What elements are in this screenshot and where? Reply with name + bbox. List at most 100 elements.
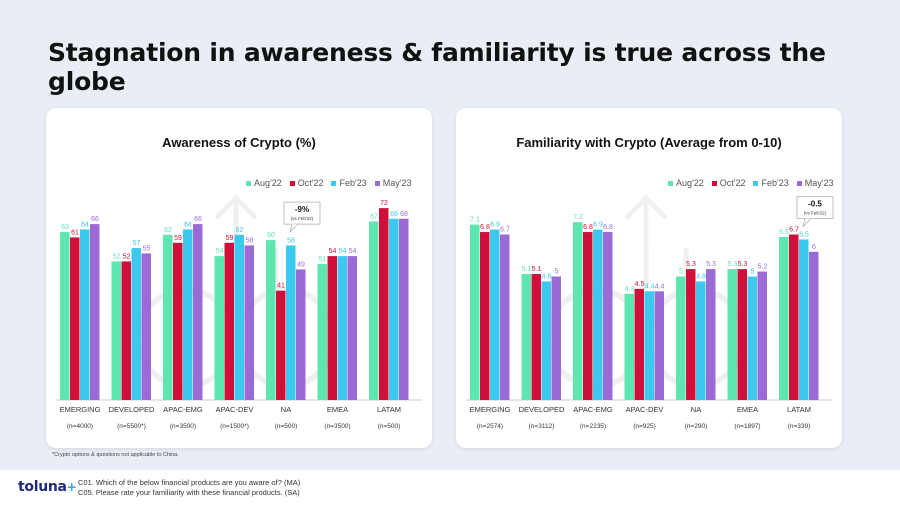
callout-value: -0.5 — [808, 200, 822, 209]
bar — [70, 237, 80, 400]
data-label: 68 — [390, 211, 398, 218]
data-label: 60 — [267, 232, 275, 239]
bar — [480, 232, 490, 400]
legend-swatch — [374, 180, 380, 186]
bar — [789, 234, 799, 400]
data-label: 51 — [319, 256, 327, 263]
bar — [193, 224, 203, 400]
awareness-chart-title: Awareness of Crypto (%) — [162, 135, 316, 150]
data-label: 4.8 — [542, 273, 552, 280]
bar — [500, 234, 510, 400]
bar — [490, 229, 500, 400]
data-label: 4.5 — [635, 281, 645, 288]
sample-size-label: (n=3500) — [170, 423, 196, 430]
bar — [369, 221, 379, 400]
data-label: 68 — [400, 211, 408, 218]
bar — [737, 269, 747, 400]
bar — [379, 208, 389, 400]
callout-value: -9% — [295, 205, 309, 214]
data-label: 49 — [297, 261, 305, 268]
data-label: 59 — [226, 235, 234, 242]
callout-note: (vs Feb'22) — [804, 211, 827, 216]
data-label: 55 — [143, 245, 151, 252]
bar — [317, 264, 327, 400]
bar — [141, 253, 151, 400]
data-label: 5.3 — [738, 261, 748, 268]
bar — [399, 218, 409, 400]
sample-size-label: (n=3500) — [324, 423, 350, 430]
legend-label: May'23 — [804, 178, 834, 188]
data-label: 59 — [174, 235, 182, 242]
legend-label: Feb'23 — [761, 178, 789, 188]
bar — [747, 276, 757, 400]
data-label: 5.3 — [706, 261, 716, 268]
data-label: 5 — [555, 269, 559, 276]
data-label: 6.8 — [583, 224, 593, 231]
sample-size-label: (n=339) — [788, 423, 811, 430]
sample-size-label: (n=500) — [275, 423, 298, 430]
category-label: EMERGING — [60, 405, 101, 414]
data-label: 62 — [164, 227, 172, 234]
legend-item-feb23: Feb'23 — [753, 178, 789, 188]
awareness-legend: Aug'22 Oct'22 Feb'23 May'23 — [246, 178, 411, 188]
data-label: 4.4 — [655, 283, 665, 290]
bar — [121, 261, 131, 400]
legend-label: Oct'22 — [297, 178, 324, 188]
category-label: EMERGING — [470, 405, 511, 414]
bar — [80, 229, 90, 400]
footnote: *Crypto options & questions not applicab… — [52, 452, 179, 458]
sample-size-label: (n=290) — [685, 423, 708, 430]
bar — [583, 232, 593, 400]
legend-item-oct22: Oct'22 — [711, 178, 746, 188]
sample-size-label: (n=4000) — [67, 423, 93, 430]
legend-item-oct22: Oct'22 — [289, 178, 324, 188]
bar — [60, 232, 70, 400]
category-label: DEVELOPED — [519, 405, 565, 414]
category-label: DEVELOPED — [109, 405, 155, 414]
data-label: 6.6 — [779, 229, 789, 236]
callout: -9% (vs Feb'22) — [283, 201, 321, 234]
data-label: 66 — [194, 216, 202, 223]
logo-text: toluna — [18, 479, 67, 495]
data-label: 54 — [349, 248, 357, 255]
category-label: LATAM — [377, 405, 401, 414]
category-label: EMEA — [327, 405, 348, 414]
bar — [779, 236, 789, 400]
data-label: 54 — [339, 248, 347, 255]
data-label: 62 — [236, 227, 244, 234]
legend-swatch — [753, 180, 759, 186]
bar — [521, 274, 531, 400]
data-label: 5.1 — [522, 266, 532, 273]
bar — [131, 248, 141, 400]
bar — [214, 256, 224, 400]
category-label: APAC-DEV — [626, 405, 664, 414]
legend-label: Feb'23 — [339, 178, 367, 188]
logo-plus-icon: + — [66, 480, 77, 494]
familiarity-chart-title: Familiarity with Crypto (Average from 0-… — [516, 135, 782, 150]
bar — [266, 240, 276, 400]
data-label: 7.1 — [470, 217, 480, 224]
bar — [286, 245, 296, 400]
legend-label: Aug'22 — [254, 178, 282, 188]
data-label: 5.2 — [758, 264, 768, 271]
bar — [727, 269, 737, 400]
bar — [531, 274, 541, 400]
data-label: 41 — [277, 283, 285, 290]
legend-swatch — [331, 180, 337, 186]
bar — [234, 234, 244, 400]
data-label: 4.8 — [696, 273, 706, 280]
legend-swatch — [246, 180, 251, 186]
bar — [706, 269, 716, 400]
bar — [163, 234, 173, 400]
callout: -0.5 (vs Feb'22) — [796, 196, 834, 228]
legend-label: Oct'22 — [719, 178, 746, 188]
data-label: 7.2 — [573, 214, 583, 221]
data-label: 54 — [329, 248, 337, 255]
category-label: NA — [281, 405, 291, 414]
legend-item-feb23: Feb'23 — [331, 178, 367, 188]
bar — [696, 281, 706, 400]
bar — [593, 229, 603, 400]
bar — [173, 242, 183, 400]
